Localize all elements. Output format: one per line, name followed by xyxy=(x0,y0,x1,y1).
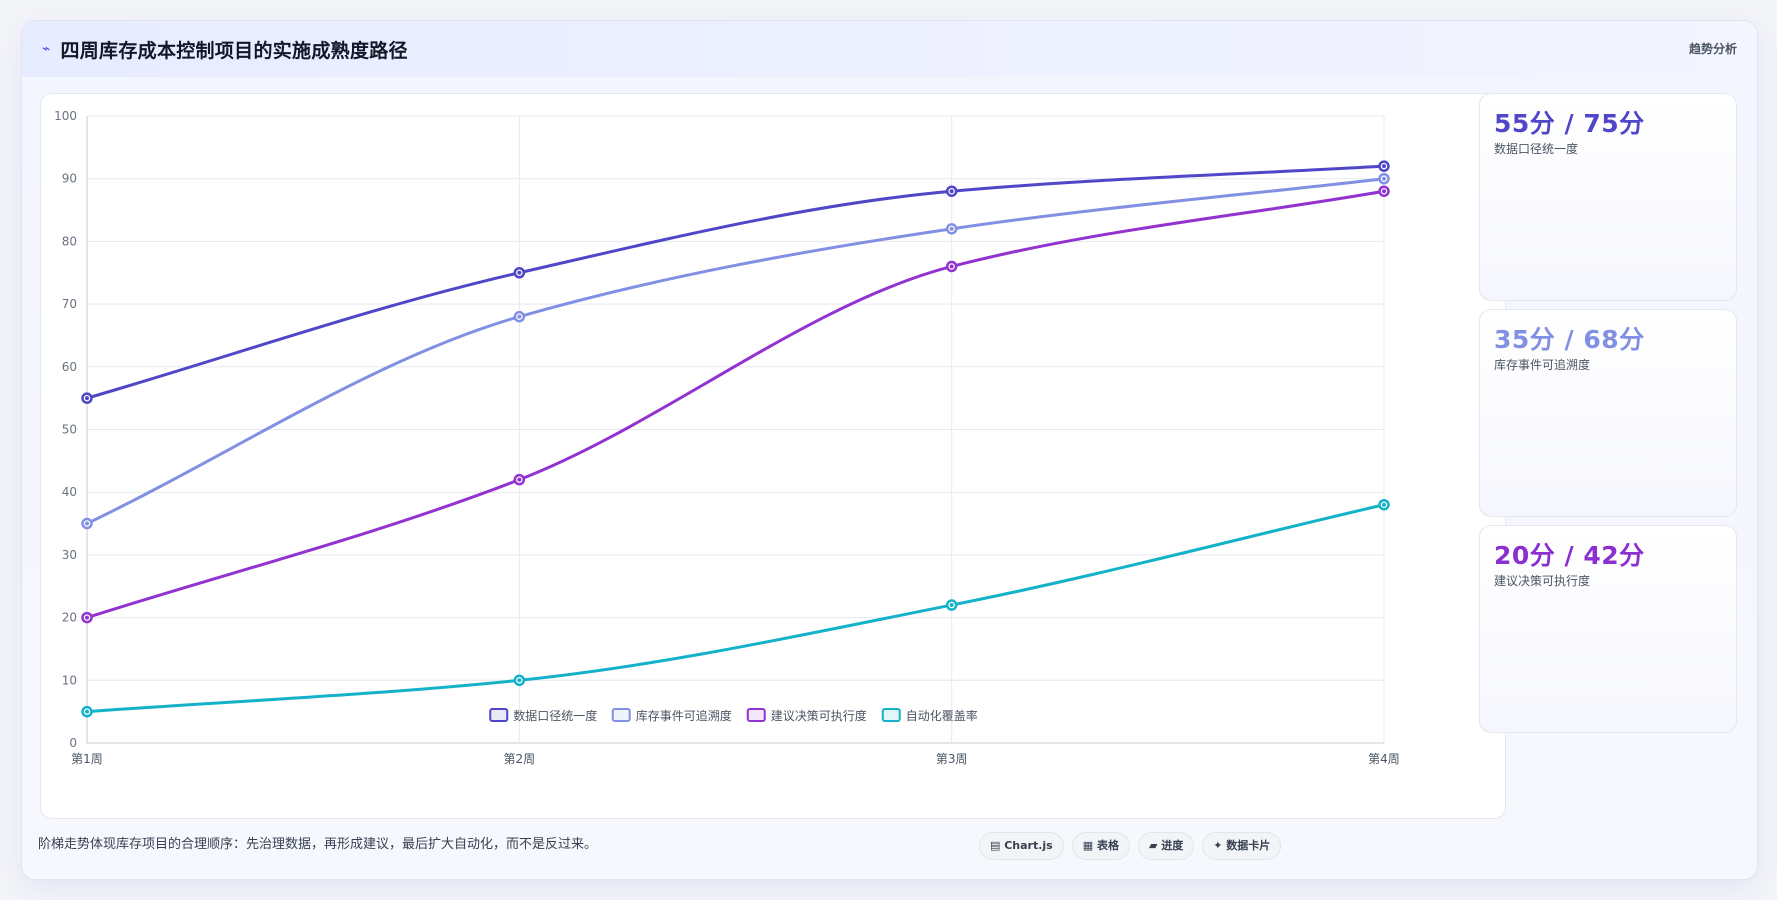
metric-label: 库存事件可追溯度 xyxy=(1494,358,1591,372)
data-point-core xyxy=(517,477,522,482)
metric-card-3: 20分 / 42分 建议决策可执行度 xyxy=(1479,525,1737,733)
data-point-core xyxy=(85,615,89,620)
metric-card-1: 55分 / 75分 数据口径统一度 xyxy=(1479,93,1737,301)
line-chart: 0 10 20 30 40 50 60 70 80 90 100 第1周 第2周 第3周 第4周 数据口径统… xyxy=(54,109,1400,766)
metric-value: 35分 / 68分 xyxy=(1494,325,1645,354)
legend-swatch xyxy=(746,708,766,722)
series-数据口径统一度 xyxy=(81,160,1390,404)
y-tick-label: 0 xyxy=(69,736,77,750)
data-point-core xyxy=(1382,189,1386,194)
y-tick-label: 50 xyxy=(62,423,77,437)
progress-badge[interactable]: ▰ 进度 xyxy=(1137,832,1195,860)
table-badge[interactable]: ▦ 表格 xyxy=(1071,832,1130,860)
card-header: ⌁ 四周库存成本控制项目的实施成熟度路径 趋势分析 xyxy=(22,21,1757,77)
data-point-core xyxy=(85,709,89,714)
legend-label: 库存事件可追溯度 xyxy=(636,708,732,723)
data-point-core xyxy=(949,603,954,608)
y-tick-label: 70 xyxy=(62,297,77,311)
tool-badges: ▤ Chart.js ▦ 表格 ▰ 进度 ✦ 数据卡片 xyxy=(979,832,1282,860)
legend-item: 建议决策可执行度 xyxy=(746,708,867,723)
legend-swatch xyxy=(489,708,509,722)
data-point-core xyxy=(949,264,954,269)
grid-layer xyxy=(86,115,1385,744)
legend-swatch xyxy=(881,708,901,722)
metric-label: 数据口径统一度 xyxy=(1494,142,1579,156)
data-point-core xyxy=(517,270,522,275)
data-point-core xyxy=(1382,176,1386,181)
data-point-core xyxy=(517,314,522,319)
y-tick-label: 100 xyxy=(54,109,77,123)
y-tick-label: 10 xyxy=(62,673,77,687)
data-point-core xyxy=(85,396,89,401)
title-wrap: ⌁ 四周库存成本控制项目的实施成熟度路径 xyxy=(42,21,408,77)
legend-layer: 数据口径统一度 库存事件可追溯度 建议决策可执行度 自动化覆盖率 xyxy=(489,708,978,723)
legend-item: 库存事件可追溯度 xyxy=(611,708,732,723)
series-建议决策可执行度 xyxy=(81,185,1390,624)
report-card: ⌁ 四周库存成本控制项目的实施成熟度路径 趋势分析 0 10 20 30 40 50 60 7… xyxy=(21,20,1758,880)
trend-analysis-link[interactable]: 趋势分析 xyxy=(1688,42,1737,56)
y-tick-label: 80 xyxy=(62,234,77,248)
series-库存事件可追溯度 xyxy=(81,172,1390,530)
legend-item: 数据口径统一度 xyxy=(489,708,597,723)
x-tick-label: 第3周 xyxy=(936,752,968,766)
metric-value: 20分 / 42分 xyxy=(1494,541,1645,570)
legend-label: 建议决策可执行度 xyxy=(771,708,867,723)
y-tick-label: 20 xyxy=(62,611,77,625)
data-point-core xyxy=(85,521,89,526)
footnote: 阶梯走势体现库存项目的合理顺序：先治理数据，再形成建议，最后扩大自动化，而不是反… xyxy=(38,837,598,852)
series-layer xyxy=(81,160,1390,718)
y-tick-label: 40 xyxy=(62,485,77,499)
chartjs-badge[interactable]: ▤ Chart.js xyxy=(979,832,1064,860)
data-point-core xyxy=(1382,164,1386,169)
data-point-core xyxy=(517,678,522,683)
series-line xyxy=(85,503,1386,714)
y-tick-label: 90 xyxy=(62,172,77,186)
zigzag-icon: ⌁ xyxy=(42,41,51,57)
legend-swatch xyxy=(611,708,631,722)
series-自动化覆盖率 xyxy=(81,498,1390,718)
y-tick-label: 60 xyxy=(62,360,77,374)
series-line xyxy=(85,177,1386,526)
axis-layer: 0 10 20 30 40 50 60 70 80 90 100 第1周 第2周 第3周 第4周 xyxy=(54,109,1400,766)
y-tick-label: 30 xyxy=(62,548,77,562)
x-tick-label: 第2周 xyxy=(504,752,536,766)
series-line xyxy=(85,164,1386,400)
legend-item: 自动化覆盖率 xyxy=(881,708,978,723)
legend-label: 数据口径统一度 xyxy=(513,708,597,723)
data-point-core xyxy=(949,226,954,231)
page-title: 四周库存成本控制项目的实施成熟度路径 xyxy=(60,39,408,62)
series-line xyxy=(85,189,1386,620)
data-point-core xyxy=(949,189,954,194)
chart-panel: 0 10 20 30 40 50 60 70 80 90 100 第1周 第2周 第3周 第4周 数据口径统… xyxy=(40,93,1506,819)
metric-value: 55分 / 75分 xyxy=(1494,109,1645,138)
metric-card-2: 35分 / 68分 库存事件可追溯度 xyxy=(1479,309,1737,517)
data-card-badge[interactable]: ✦ 数据卡片 xyxy=(1202,832,1282,860)
metric-label: 建议决策可执行度 xyxy=(1494,574,1591,588)
legend-label: 自动化覆盖率 xyxy=(906,708,978,723)
x-tick-label: 第1周 xyxy=(71,752,103,766)
data-point-core xyxy=(1382,502,1386,507)
x-tick-label: 第4周 xyxy=(1368,752,1400,766)
